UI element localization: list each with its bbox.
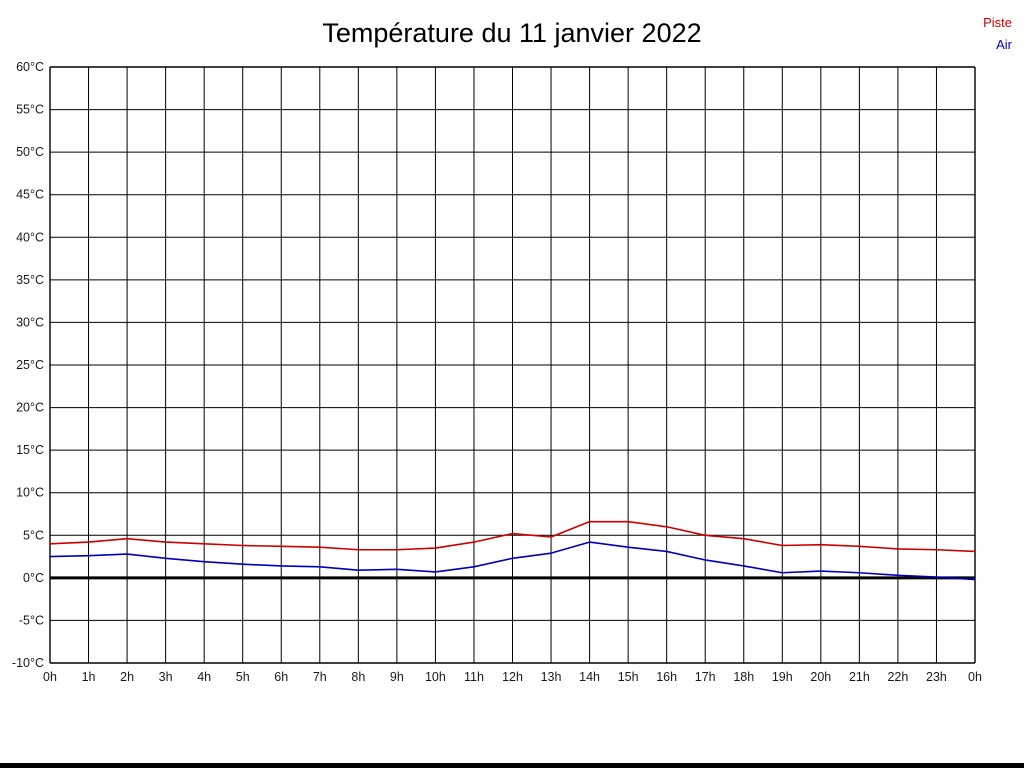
svg-text:5°C: 5°C — [23, 528, 44, 542]
series-line-piste — [49, 520, 976, 553]
svg-text:50°C: 50°C — [16, 145, 44, 159]
svg-text:55°C: 55°C — [16, 103, 44, 117]
svg-text:35°C: 35°C — [16, 273, 44, 287]
legend-item-piste: Piste — [983, 15, 1012, 30]
svg-text:45°C: 45°C — [16, 188, 44, 202]
svg-text:16h: 16h — [656, 670, 677, 684]
svg-text:60°C: 60°C — [16, 60, 44, 74]
svg-text:8h: 8h — [351, 670, 365, 684]
svg-text:30°C: 30°C — [16, 315, 44, 329]
svg-text:21h: 21h — [849, 670, 870, 684]
svg-text:14h: 14h — [579, 670, 600, 684]
legend-item-air: Air — [996, 37, 1012, 52]
svg-text:4h: 4h — [197, 670, 211, 684]
svg-text:-10°C: -10°C — [12, 656, 44, 670]
svg-text:19h: 19h — [772, 670, 793, 684]
svg-text:20°C: 20°C — [16, 401, 44, 415]
svg-text:6h: 6h — [274, 670, 288, 684]
svg-text:13h: 13h — [541, 670, 562, 684]
svg-text:20h: 20h — [810, 670, 831, 684]
svg-text:11h: 11h — [464, 670, 484, 684]
svg-text:0h: 0h — [43, 670, 57, 684]
svg-text:17h: 17h — [695, 670, 716, 684]
svg-text:22h: 22h — [887, 670, 908, 684]
svg-text:18h: 18h — [733, 670, 754, 684]
svg-text:2h: 2h — [120, 670, 134, 684]
svg-text:40°C: 40°C — [16, 230, 44, 244]
svg-text:5h: 5h — [236, 670, 250, 684]
svg-text:25°C: 25°C — [16, 358, 44, 372]
svg-text:23h: 23h — [926, 670, 947, 684]
svg-text:0°C: 0°C — [23, 571, 44, 585]
svg-text:15h: 15h — [618, 670, 639, 684]
series-line-air — [49, 541, 976, 581]
svg-text:12h: 12h — [502, 670, 523, 684]
svg-text:10°C: 10°C — [16, 486, 44, 500]
svg-text:0h: 0h — [968, 670, 982, 684]
chart-title: Température du 11 janvier 2022 — [322, 18, 702, 48]
chart-legend: Piste Air — [983, 12, 1012, 56]
svg-text:9h: 9h — [390, 670, 404, 684]
svg-text:3h: 3h — [159, 670, 173, 684]
bottom-bar — [0, 763, 1024, 768]
svg-text:-5°C: -5°C — [19, 613, 44, 627]
svg-text:10h: 10h — [425, 670, 446, 684]
svg-text:7h: 7h — [313, 670, 327, 684]
svg-text:1h: 1h — [82, 670, 96, 684]
svg-text:15°C: 15°C — [16, 443, 44, 457]
